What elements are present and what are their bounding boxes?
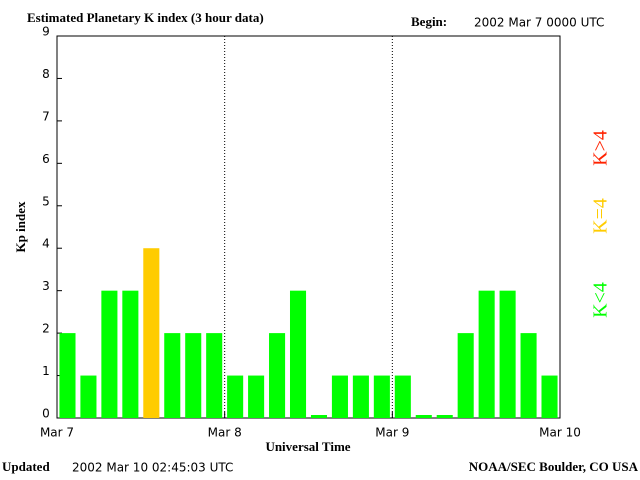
bar [122,290,139,418]
bar [394,375,411,418]
y-tick-label: 8 [42,67,50,81]
y-tick-label: 6 [42,152,50,166]
legend-entry: K<4 [590,282,612,318]
bar [331,375,348,418]
y-tick-label: 9 [42,25,50,39]
bar [541,375,558,418]
y-tick-label: 3 [42,279,50,293]
x-tick-label: Mar 10 [539,426,581,440]
bar [373,375,390,418]
bar [457,333,474,418]
bar [520,333,537,418]
y-tick-label: 1 [42,364,50,378]
chart-title: Estimated Planetary K index (3 hour data… [27,10,264,25]
bar [289,290,307,418]
bar [352,375,369,418]
source-credit: NOAA/SEC Boulder, CO USA [469,459,639,474]
bar [415,415,432,418]
y-axis-label: Kp index [13,201,28,252]
bar [478,290,495,418]
y-tick-label: 5 [42,194,50,208]
bar [206,333,223,418]
x-tick-label: Mar 8 [208,426,242,440]
plot-frame [56,35,561,419]
y-tick-label: 2 [42,322,50,336]
legend-entry: K>4 [590,130,612,166]
bar [143,248,160,418]
bar [185,333,202,418]
bar [310,415,328,418]
bar [499,290,516,418]
x-axis-label: Universal Time [265,439,350,454]
bar [269,333,286,418]
y-tick-label: 7 [42,109,50,123]
updated-label: Updated [2,459,50,474]
x-tick-label: Mar 9 [375,426,409,440]
updated-value: 2002 Mar 10 02:45:03 UTC [72,461,233,475]
begin-value: 2002 Mar 7 0000 UTC [474,16,604,30]
y-tick-label: 4 [42,237,50,251]
bar [59,333,76,418]
bar [436,415,453,418]
y-tick-label: 0 [42,407,50,421]
bar [80,375,97,418]
begin-label: Begin: [411,14,447,29]
bar [248,375,265,418]
bar [101,290,118,418]
legend-entry: K=4 [590,198,612,234]
bar [164,333,181,418]
bar [227,375,244,418]
x-tick-label: Mar 7 [40,426,74,440]
